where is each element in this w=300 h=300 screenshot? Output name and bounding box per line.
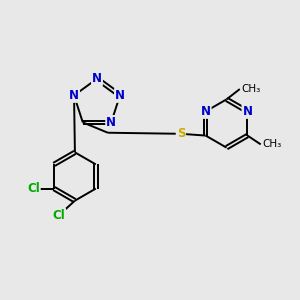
Text: CH₃: CH₃	[262, 140, 281, 149]
Text: N: N	[92, 72, 102, 85]
Text: Cl: Cl	[27, 182, 40, 195]
Text: N: N	[69, 89, 79, 102]
Text: Cl: Cl	[52, 209, 65, 222]
Text: N: N	[242, 105, 253, 118]
Text: N: N	[115, 89, 125, 102]
Text: N: N	[201, 105, 211, 118]
Text: CH₃: CH₃	[241, 84, 260, 94]
Text: N: N	[106, 116, 116, 129]
Text: S: S	[177, 127, 185, 140]
